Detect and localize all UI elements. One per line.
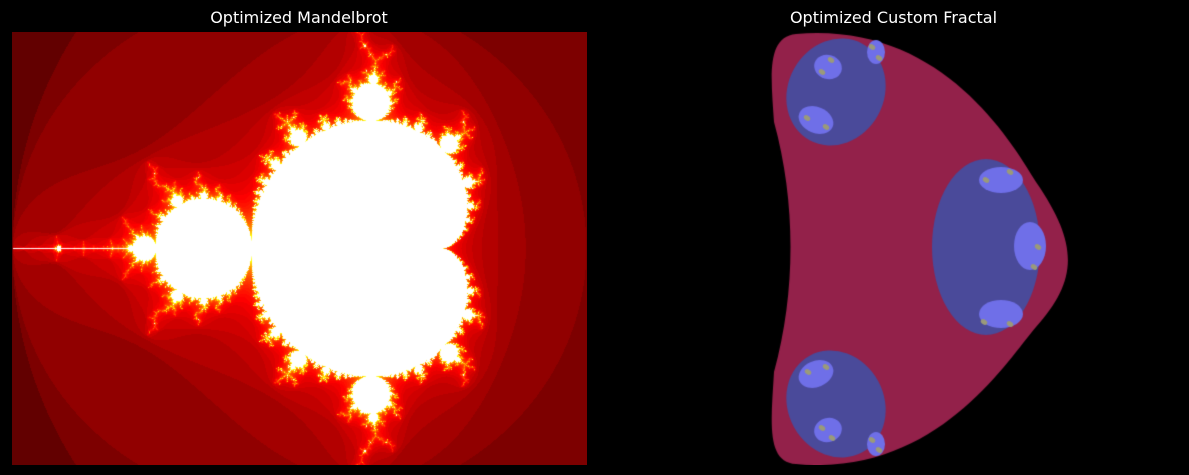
mandelbrot-image xyxy=(12,32,587,465)
mandelbrot-title: Optimized Mandelbrot xyxy=(210,8,388,27)
custom-fractal-image xyxy=(606,32,1181,465)
custom-fractal-title: Optimized Custom Fractal xyxy=(789,8,998,27)
mandelbrot-panel: Optimized Mandelbrot xyxy=(12,8,587,465)
custom-fractal-panel: Optimized Custom Fractal xyxy=(598,0,1189,475)
